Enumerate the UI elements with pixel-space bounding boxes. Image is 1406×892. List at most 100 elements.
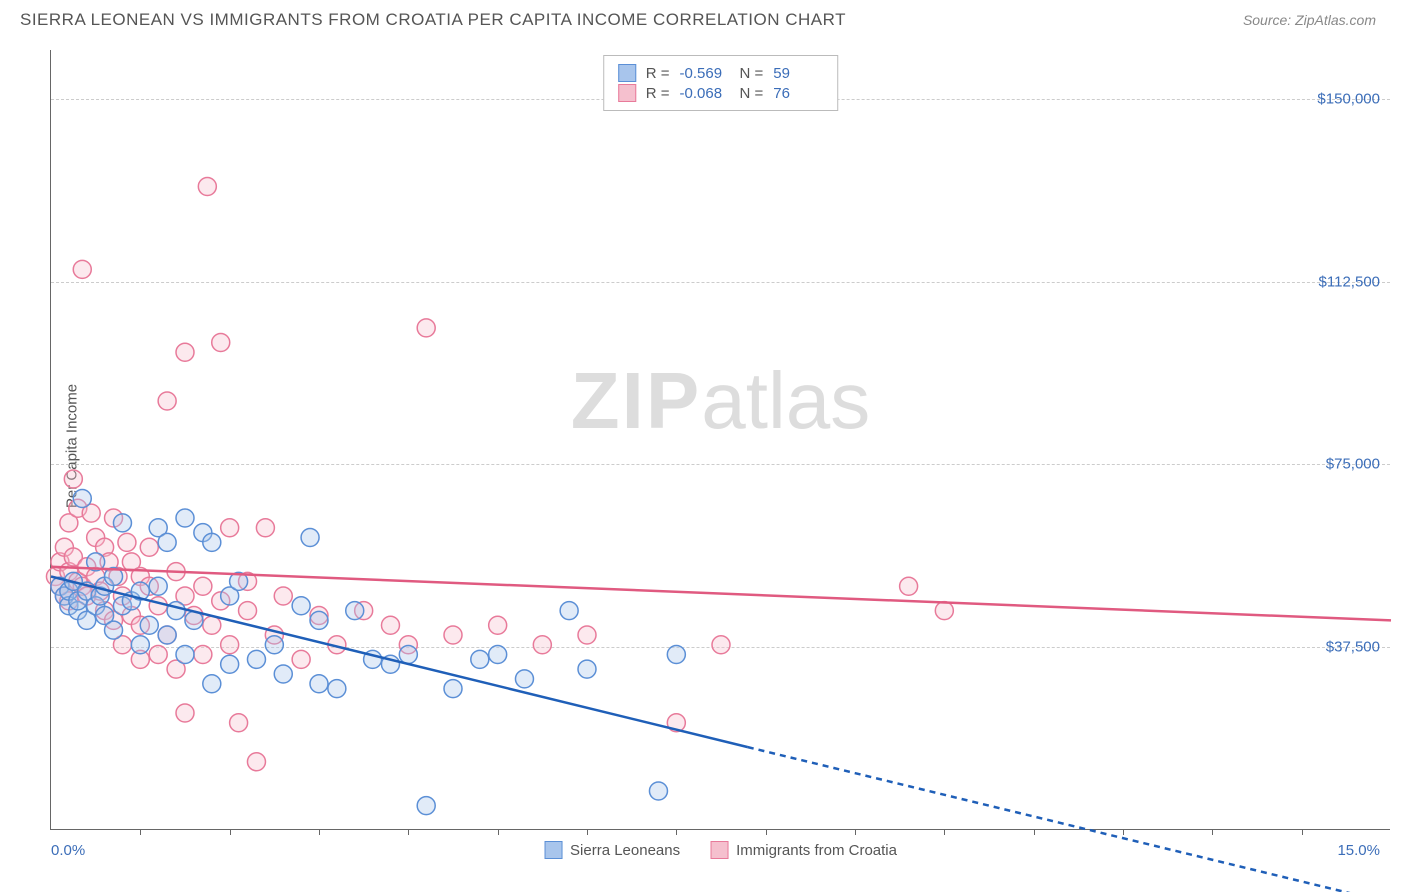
- data-point: [346, 602, 364, 620]
- data-point: [399, 646, 417, 664]
- x-tick: [944, 829, 945, 835]
- x-tick: [319, 829, 320, 835]
- data-point: [176, 509, 194, 527]
- data-point: [667, 646, 685, 664]
- data-point: [176, 343, 194, 361]
- scatter-svg: [51, 50, 1390, 829]
- data-point: [310, 611, 328, 629]
- data-point: [247, 753, 265, 771]
- data-point: [328, 680, 346, 698]
- data-point: [113, 514, 131, 532]
- x-tick: [587, 829, 588, 835]
- data-point: [221, 519, 239, 537]
- legend-label-series2: Immigrants from Croatia: [736, 842, 897, 859]
- data-point: [256, 519, 274, 537]
- data-point: [149, 597, 167, 615]
- trend-line: [748, 747, 1391, 892]
- swatch-series1: [618, 64, 636, 82]
- legend-item-series2: Immigrants from Croatia: [710, 841, 897, 859]
- n-label: N =: [740, 65, 764, 82]
- x-tick: [140, 829, 141, 835]
- data-point: [712, 636, 730, 654]
- data-point: [301, 529, 319, 547]
- data-point: [292, 650, 310, 668]
- x-tick: [498, 829, 499, 835]
- data-point: [131, 636, 149, 654]
- data-point: [221, 655, 239, 673]
- data-point: [489, 616, 507, 634]
- data-point: [140, 538, 158, 556]
- data-point: [203, 533, 221, 551]
- data-point: [444, 680, 462, 698]
- data-point: [198, 178, 216, 196]
- data-point: [158, 626, 176, 644]
- stats-legend-box: R = -0.569 N = 59 R = -0.068 N = 76: [603, 55, 839, 111]
- data-point: [118, 533, 136, 551]
- data-point: [105, 621, 123, 639]
- data-point: [212, 334, 230, 352]
- data-point: [515, 670, 533, 688]
- x-tick: [1302, 829, 1303, 835]
- data-point: [649, 782, 667, 800]
- data-point: [578, 626, 596, 644]
- swatch-series1: [544, 841, 562, 859]
- r-value-series2: -0.068: [680, 85, 730, 102]
- swatch-series2: [618, 84, 636, 102]
- data-point: [239, 602, 257, 620]
- data-point: [560, 602, 578, 620]
- x-tick: [230, 829, 231, 835]
- data-point: [149, 577, 167, 595]
- data-point: [176, 704, 194, 722]
- x-tick: [408, 829, 409, 835]
- data-point: [158, 533, 176, 551]
- data-point: [274, 665, 292, 683]
- data-point: [310, 675, 328, 693]
- data-point: [140, 616, 158, 634]
- data-point: [203, 675, 221, 693]
- data-point: [64, 470, 82, 488]
- data-point: [194, 577, 212, 595]
- chart-plot-area: ZIPatlas $37,500$75,000$112,500$150,000 …: [50, 50, 1390, 830]
- stats-row-series2: R = -0.068 N = 76: [618, 84, 824, 102]
- r-label: R =: [646, 85, 670, 102]
- data-point: [149, 646, 167, 664]
- data-point: [158, 392, 176, 410]
- r-label: R =: [646, 65, 670, 82]
- stats-row-series1: R = -0.569 N = 59: [618, 64, 824, 82]
- x-tick: [855, 829, 856, 835]
- data-point: [417, 797, 435, 815]
- data-point: [176, 646, 194, 664]
- data-point: [73, 490, 91, 508]
- data-point: [417, 319, 435, 337]
- data-point: [900, 577, 918, 595]
- legend-label-series1: Sierra Leoneans: [570, 842, 680, 859]
- data-point: [230, 714, 248, 732]
- data-point: [292, 597, 310, 615]
- legend-item-series1: Sierra Leoneans: [544, 841, 680, 859]
- x-tick: [676, 829, 677, 835]
- data-point: [203, 616, 221, 634]
- data-point: [444, 626, 462, 644]
- data-point: [533, 636, 551, 654]
- data-point: [935, 602, 953, 620]
- x-axis-max-label: 15.0%: [1337, 842, 1380, 859]
- source-label: Source: ZipAtlas.com: [1243, 12, 1376, 28]
- data-point: [578, 660, 596, 678]
- n-value-series1: 59: [773, 65, 823, 82]
- x-tick: [1212, 829, 1213, 835]
- bottom-legend: Sierra Leoneans Immigrants from Croatia: [544, 841, 897, 859]
- data-point: [73, 260, 91, 278]
- data-point: [471, 650, 489, 668]
- swatch-series2: [710, 841, 728, 859]
- data-point: [489, 646, 507, 664]
- data-point: [194, 646, 212, 664]
- x-tick: [1123, 829, 1124, 835]
- x-axis-min-label: 0.0%: [51, 842, 85, 859]
- r-value-series1: -0.569: [680, 65, 730, 82]
- x-tick: [1034, 829, 1035, 835]
- data-point: [274, 587, 292, 605]
- data-point: [247, 650, 265, 668]
- chart-title: SIERRA LEONEAN VS IMMIGRANTS FROM CROATI…: [20, 10, 846, 30]
- data-point: [265, 636, 283, 654]
- x-tick: [766, 829, 767, 835]
